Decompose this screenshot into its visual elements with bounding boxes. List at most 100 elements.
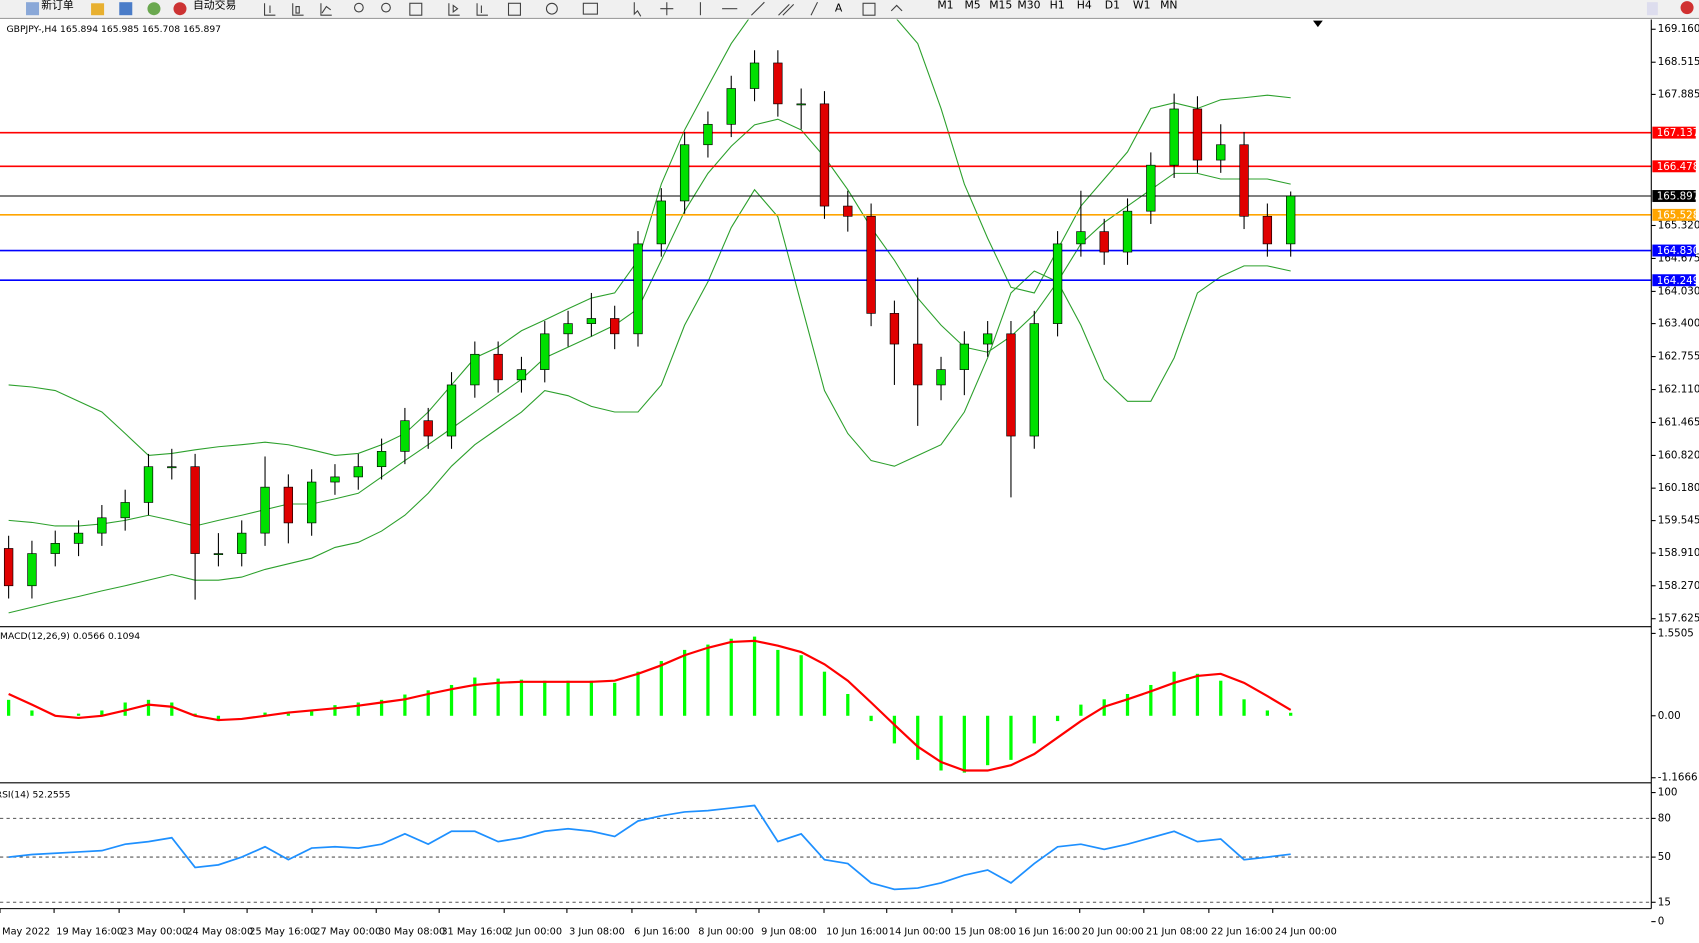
- price-level-label: 165.528: [1657, 209, 1699, 221]
- x-tick-label: 23 May 00:00: [121, 926, 188, 937]
- timeframe-button[interactable]: M1: [937, 0, 953, 11]
- price-level-label: 164.249: [1657, 275, 1699, 287]
- histogram-bar: [613, 682, 617, 716]
- indicator-title: RSI(14) 52.2555: [0, 789, 71, 800]
- candle-body: [913, 343, 923, 386]
- candle-body: [586, 318, 597, 324]
- candle-body: [446, 384, 457, 437]
- histogram-bar: [636, 671, 640, 716]
- candle-body: [1146, 164, 1156, 212]
- tile-icon[interactable]: [409, 2, 423, 16]
- x-tick-label: 25 May 16:00: [249, 926, 316, 937]
- histogram-bar: [566, 680, 570, 716]
- candle-body: [353, 466, 363, 478]
- candle-body: [470, 353, 480, 386]
- line-icon[interactable]: [320, 3, 332, 16]
- chart-title: GBPJPY-,H4 165.894 165.985 165.708 165.8…: [7, 24, 222, 35]
- y-tick-label: 162.755: [1658, 351, 1699, 363]
- timeframe-button[interactable]: M15: [989, 0, 1012, 11]
- histogram-bar: [146, 699, 151, 716]
- autotrade-icon[interactable]: [173, 2, 187, 16]
- candle-body: [633, 243, 643, 335]
- alert-icon[interactable]: [1680, 1, 1694, 15]
- histogram-bar: [263, 712, 267, 716]
- histogram-bar: [30, 710, 34, 716]
- price-level-label: 164.830: [1657, 245, 1699, 257]
- bar-chart-icon[interactable]: [264, 3, 276, 16]
- histogram-bar: [216, 715, 221, 722]
- y-tick-label: 160.180: [1658, 482, 1699, 494]
- candle-body: [1006, 333, 1016, 437]
- histogram-bar: [589, 680, 594, 716]
- histogram-bar: [939, 715, 943, 771]
- x-tick-label: 24 Jun 00:00: [1275, 926, 1337, 937]
- candle-body: [1192, 108, 1203, 161]
- candle-body: [190, 466, 200, 554]
- zoom-out-icon[interactable]: [381, 2, 391, 13]
- histogram-bar: [1242, 699, 1246, 716]
- template-icon[interactable]: [582, 2, 598, 15]
- candle-body: [540, 333, 550, 370]
- y-tick-label: 161.465: [1658, 416, 1699, 428]
- toolbar: 新订单 自动交易 A M1 M5 M15: [0, 0, 1699, 19]
- timeframe-button[interactable]: M5: [964, 0, 980, 11]
- x-tick-label: 15 Jun 08:00: [954, 926, 1016, 937]
- histogram-bar: [379, 699, 384, 716]
- candle-body: [703, 123, 713, 146]
- crosshair-icon[interactable]: [660, 2, 674, 16]
- histogram-bar: [986, 715, 990, 766]
- x-tick-label: 21 Jun 08:00: [1146, 926, 1208, 937]
- trendline-icon[interactable]: [750, 1, 765, 16]
- histogram-bar: [706, 644, 710, 716]
- candle-body: [1262, 215, 1273, 245]
- search-icon[interactable]: [1646, 2, 1658, 16]
- timeframe-button[interactable]: D1: [1105, 0, 1120, 11]
- scroll-icon[interactable]: [448, 3, 460, 16]
- histogram-bar: [1032, 715, 1036, 744]
- period-icon[interactable]: [545, 2, 558, 15]
- label-icon[interactable]: [862, 2, 876, 16]
- y-tick-label: 158.270: [1658, 580, 1699, 592]
- candle-body: [306, 481, 317, 524]
- x-tick-label: 31 May 16:00: [441, 926, 508, 937]
- price-level-label: 167.137: [1657, 127, 1699, 139]
- new-order-button[interactable]: 新订单: [41, 0, 74, 11]
- text-tool[interactable]: A: [835, 2, 843, 15]
- new-order-icon[interactable]: [26, 2, 40, 16]
- y-tick-label: 159.545: [1658, 515, 1699, 527]
- zoom-in-icon[interactable]: [354, 2, 364, 13]
- indicator-icon[interactable]: [507, 2, 521, 16]
- timeframe-button[interactable]: MN: [1160, 0, 1177, 11]
- line: [8, 804, 1291, 891]
- line: [8, 188, 1291, 614]
- histogram-bar: [426, 690, 430, 716]
- candle-body: [773, 62, 783, 105]
- candle-body: [3, 548, 14, 587]
- icon[interactable]: [91, 3, 105, 16]
- candle-body: [330, 476, 340, 483]
- timeframe-button[interactable]: M30: [1017, 0, 1040, 11]
- channel-icon[interactable]: [778, 3, 795, 16]
- histogram-bar: [519, 679, 524, 716]
- histogram-bar: [962, 715, 966, 773]
- icon[interactable]: [119, 2, 133, 16]
- candle-body: [1076, 231, 1086, 245]
- shift-icon[interactable]: [476, 3, 488, 16]
- x-tick-label: 2 Jun 00:00: [506, 926, 562, 937]
- x-tick-label: 24 May 08:00: [186, 926, 253, 937]
- timeframe-button[interactable]: W1: [1133, 0, 1151, 11]
- fibo-icon[interactable]: [810, 1, 818, 16]
- icon[interactable]: [147, 2, 161, 16]
- cursor-icon[interactable]: [633, 2, 642, 17]
- arrow-icon[interactable]: [890, 4, 903, 12]
- autotrade-button[interactable]: 自动交易: [193, 0, 236, 11]
- timeframe-button[interactable]: H4: [1077, 0, 1092, 11]
- candle-body: [610, 318, 620, 335]
- timeframe-button[interactable]: H1: [1050, 0, 1065, 11]
- histogram-bar: [333, 705, 337, 716]
- main-panel: [0, 19, 1652, 614]
- histogram-bar: [1289, 712, 1293, 716]
- y-tick-label: 158.910: [1658, 547, 1699, 559]
- candle-icon[interactable]: [292, 3, 304, 16]
